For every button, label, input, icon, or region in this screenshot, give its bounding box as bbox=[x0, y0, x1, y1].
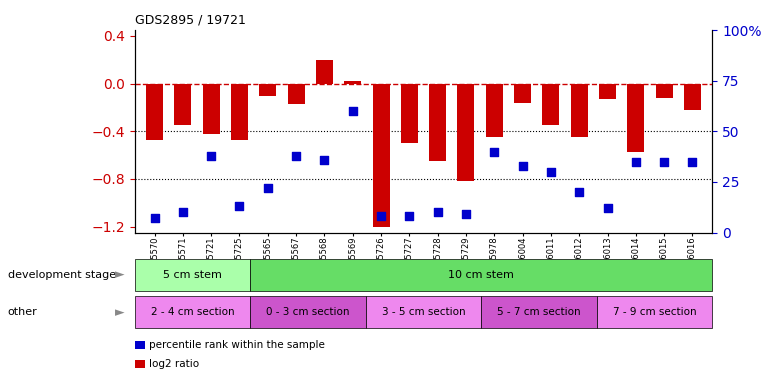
Bar bbox=[146, 84, 163, 140]
Text: 7 - 9 cm section: 7 - 9 cm section bbox=[613, 307, 696, 317]
Bar bbox=[457, 84, 474, 181]
Point bbox=[290, 153, 303, 159]
Bar bbox=[259, 84, 276, 96]
Point bbox=[233, 203, 246, 209]
Point bbox=[431, 209, 444, 215]
Point bbox=[630, 159, 642, 165]
Bar bbox=[684, 84, 701, 110]
Text: ►: ► bbox=[115, 268, 124, 281]
Bar bbox=[571, 84, 588, 137]
Text: other: other bbox=[8, 307, 38, 317]
Bar bbox=[486, 84, 503, 137]
Text: ►: ► bbox=[115, 306, 124, 319]
Point bbox=[488, 148, 500, 154]
Bar bbox=[174, 84, 192, 125]
Bar bbox=[429, 84, 446, 161]
Text: percentile rank within the sample: percentile rank within the sample bbox=[149, 340, 324, 350]
Text: 5 - 7 cm section: 5 - 7 cm section bbox=[497, 307, 581, 317]
Point bbox=[375, 213, 387, 219]
Bar bbox=[514, 84, 531, 103]
Bar bbox=[542, 84, 559, 125]
Point bbox=[205, 153, 217, 159]
Point bbox=[403, 213, 416, 219]
Point bbox=[544, 169, 557, 175]
Text: 5 cm stem: 5 cm stem bbox=[163, 270, 222, 280]
Text: 3 - 5 cm section: 3 - 5 cm section bbox=[382, 307, 465, 317]
Point bbox=[658, 159, 670, 165]
Text: GDS2895 / 19721: GDS2895 / 19721 bbox=[135, 13, 246, 26]
Point bbox=[460, 211, 472, 217]
Point bbox=[262, 185, 274, 191]
Bar bbox=[655, 84, 673, 98]
Text: development stage: development stage bbox=[8, 270, 115, 280]
Bar bbox=[373, 84, 390, 226]
Bar bbox=[628, 84, 644, 152]
Bar bbox=[203, 84, 219, 134]
Bar bbox=[316, 60, 333, 84]
Text: 10 cm stem: 10 cm stem bbox=[448, 270, 514, 280]
Point bbox=[517, 163, 529, 169]
Bar bbox=[599, 84, 616, 99]
Point bbox=[686, 159, 698, 165]
Point bbox=[149, 215, 161, 221]
Bar bbox=[231, 84, 248, 140]
Point bbox=[176, 209, 189, 215]
Point bbox=[601, 205, 614, 211]
Point bbox=[318, 157, 330, 163]
Point bbox=[346, 108, 359, 114]
Text: 0 - 3 cm section: 0 - 3 cm section bbox=[266, 307, 350, 317]
Text: 2 - 4 cm section: 2 - 4 cm section bbox=[151, 307, 234, 317]
Bar bbox=[344, 81, 361, 84]
Bar bbox=[401, 84, 418, 143]
Bar bbox=[288, 84, 305, 104]
Point bbox=[573, 189, 585, 195]
Text: log2 ratio: log2 ratio bbox=[149, 359, 199, 369]
